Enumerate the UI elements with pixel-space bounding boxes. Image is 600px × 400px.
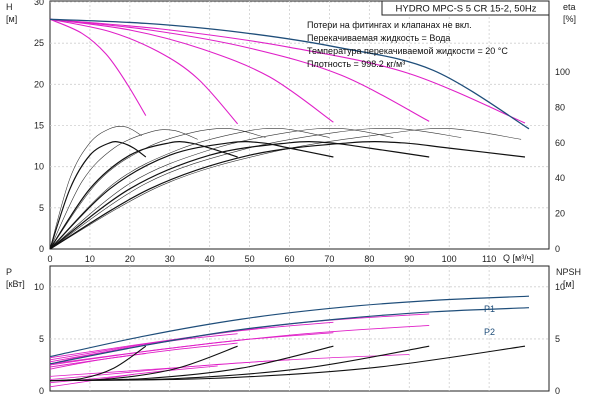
efficiency-curve [49,141,147,250]
y-left-label-h: H [6,2,13,12]
efficiency-curve [49,141,526,250]
bottom-plot-frame [49,265,550,392]
x-tick-label: 80 [364,254,374,264]
note-fittings: Потери на фитингах и клапанах не вкл. [307,20,472,30]
efficiency-curve [49,141,238,250]
y-right-tick-label: 20 [555,209,565,219]
y-right-tick-label: 40 [555,173,565,183]
y-left-tick-label: 0 [39,244,44,254]
y-left-label-p: P [6,267,12,277]
note-density: Плотность = 998.2 кг/м³ [307,59,405,69]
head-curve-reduced [49,18,147,116]
x-tick-label: 0 [47,254,52,264]
tick-labels: 0 10 20 30 40 50 60 70 80 90 100 110051015202530020… [34,0,570,396]
x-tick-label: 100 [442,254,457,264]
y-right-tick-label: 100 [555,67,570,77]
head-curve-reduced [49,18,430,122]
series-label-p1: P1 [484,304,495,314]
y-left-tick-label: 20 [34,79,44,89]
efficiency-thin-curve [49,129,198,250]
title-box [381,0,550,16]
p2-curve-reduced [49,324,430,365]
note-liquid: Перекачиваемая жидкость = Вода [307,33,450,43]
x-tick-label: 10 [85,254,95,264]
head-curve-max [49,18,530,130]
top-grid [50,1,549,249]
series-label-p2: P2 [484,327,495,337]
y-right-label-npsh: NPSH [556,267,581,277]
note-temperature: Температура перекачиваемой жидкости = 20… [307,46,508,56]
y-left-tick-label: 30 [34,0,44,7]
power-curve-p1 [49,295,530,358]
x-tick-label: 110 [482,254,496,264]
y-left-tick-label: 10 [34,162,44,172]
head-curve-reduced [49,18,239,125]
p-tick-label: 10 [34,282,44,292]
head-curve-reduced [49,18,526,124]
p1-curve-reduced [49,313,430,359]
y-left-tick-label: 25 [34,38,44,48]
x-tick-label: 70 [324,254,334,264]
efficiency-curve [49,141,430,250]
p-tick-label: 0 [39,386,44,396]
efficiency-thin-curve [49,128,330,250]
curves [49,18,530,388]
y-right-unit-percent: [%] [563,14,576,24]
top-plot-frame [49,0,550,250]
x-tick-label: 30 [165,254,175,264]
efficiency-thin-curve [49,128,462,250]
p2-curve-reduced [49,342,238,368]
p-tick-label: 5 [39,334,44,344]
x-axis-label-q: Q [м³/ч] [503,253,534,263]
y-right-label-eta: eta [563,2,576,12]
npsh-curve [49,345,526,382]
chart-title: HYDRO MPC-S 5 CR 15-2, 50Hz [396,4,537,15]
x-tick-label: 20 [125,254,135,264]
y-left-tick-label: 5 [39,203,44,213]
x-tick-label: 50 [245,254,255,264]
y-left-tick-label: 15 [34,121,44,131]
power-curve-low [49,354,410,377]
npsh-tick-label: 5 [555,334,560,344]
power-curve-p2 [49,307,530,365]
efficiency-curve [49,141,334,250]
y-right-tick-label: 80 [555,102,565,112]
bottom-grid [50,266,549,391]
efficiency-thin-curve [49,128,522,250]
efficiency-thin-curve [49,128,266,250]
y-right-tick-label: 0 [555,244,560,254]
x-tick-label: 90 [404,254,414,264]
y-right-tick-label: 60 [555,138,565,148]
x-tick-label: 40 [205,254,215,264]
y-left-unit-kw: [кВт] [6,279,25,289]
npsh-tick-label: 0 [555,386,560,396]
x-tick-label: 60 [285,254,295,264]
y-left-unit-m: [м] [6,14,17,24]
head-curve-reduced [49,18,334,123]
efficiency-thin-curve [49,128,394,250]
y-right-unit-m: [м] [563,279,574,289]
efficiency-thin-curve [49,125,142,250]
npsh-tick-label: 10 [555,282,565,292]
